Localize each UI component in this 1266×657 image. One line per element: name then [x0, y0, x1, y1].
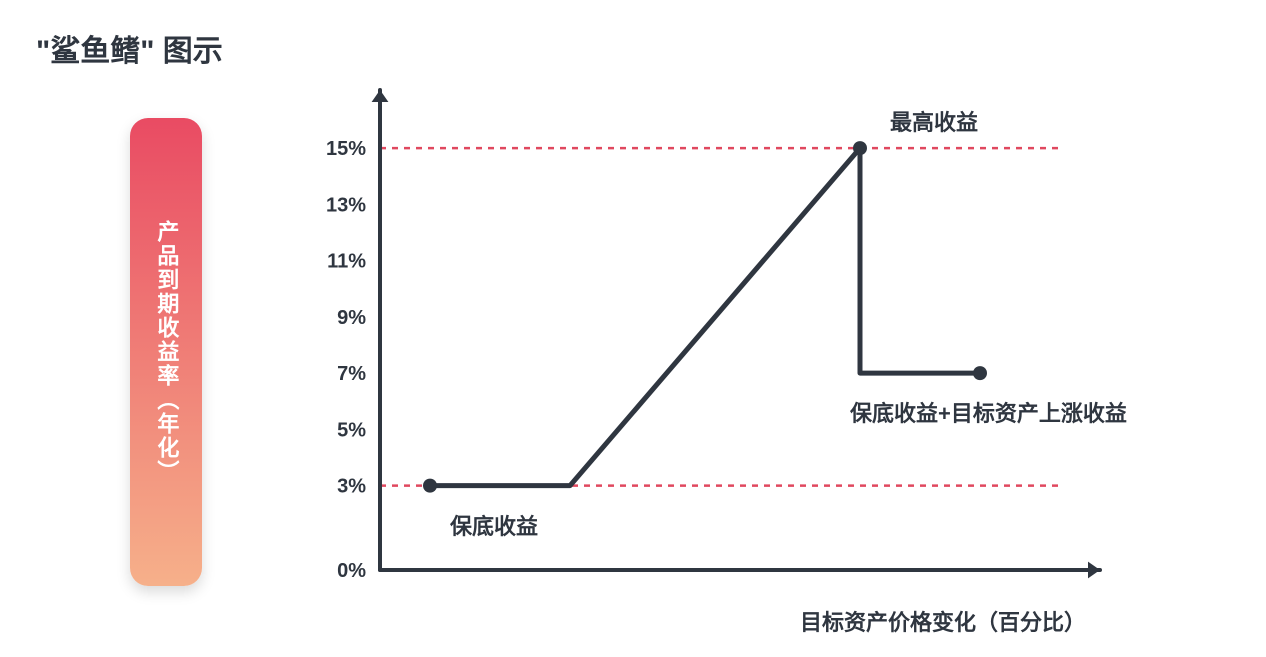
data-marker — [423, 479, 437, 493]
series-line — [430, 148, 980, 486]
y-tick-label: 7% — [337, 363, 366, 385]
y-axis-arrow-icon — [372, 90, 389, 102]
y-tick-label: 15% — [326, 138, 366, 160]
data-marker — [973, 366, 987, 380]
chart-svg: 0% 3% 5% 7% 9% 11% 13% 15% — [300, 80, 1120, 600]
y-tick-label: 5% — [337, 419, 366, 441]
y-axis-label-text: 产品到期收益率（年化） — [151, 220, 182, 484]
sharkfin-chart: 0%3%5%7%9%11%13%15% 最高收益保底收益保底收益+目标资产上涨收… — [300, 80, 1120, 600]
y-tick-label: 3% — [337, 476, 366, 498]
chart-title: "鲨鱼鳍" 图示 — [36, 26, 223, 70]
chart-annotation: 保底收益 — [450, 509, 538, 541]
data-marker — [853, 141, 867, 155]
y-tick-label: 13% — [326, 194, 366, 216]
x-axis-arrow-icon — [1088, 562, 1100, 579]
y-tick-label: 9% — [337, 307, 366, 329]
chart-annotation: 最高收益 — [890, 105, 978, 137]
page-root: "鲨鱼鳍" 图示 产品到期收益率（年化） 0% 3% 5% 7% 9% 11% 13% 15%… — [0, 0, 1266, 657]
x-axis-label: 目标资产价格变化（百分比） — [800, 605, 1086, 637]
y-tick-label: 0% — [337, 560, 366, 582]
y-axis-label-pill: 产品到期收益率（年化） — [130, 118, 202, 586]
chart-annotation: 保底收益+目标资产上涨收益 — [850, 396, 1127, 428]
y-tick-label: 11% — [327, 251, 366, 273]
